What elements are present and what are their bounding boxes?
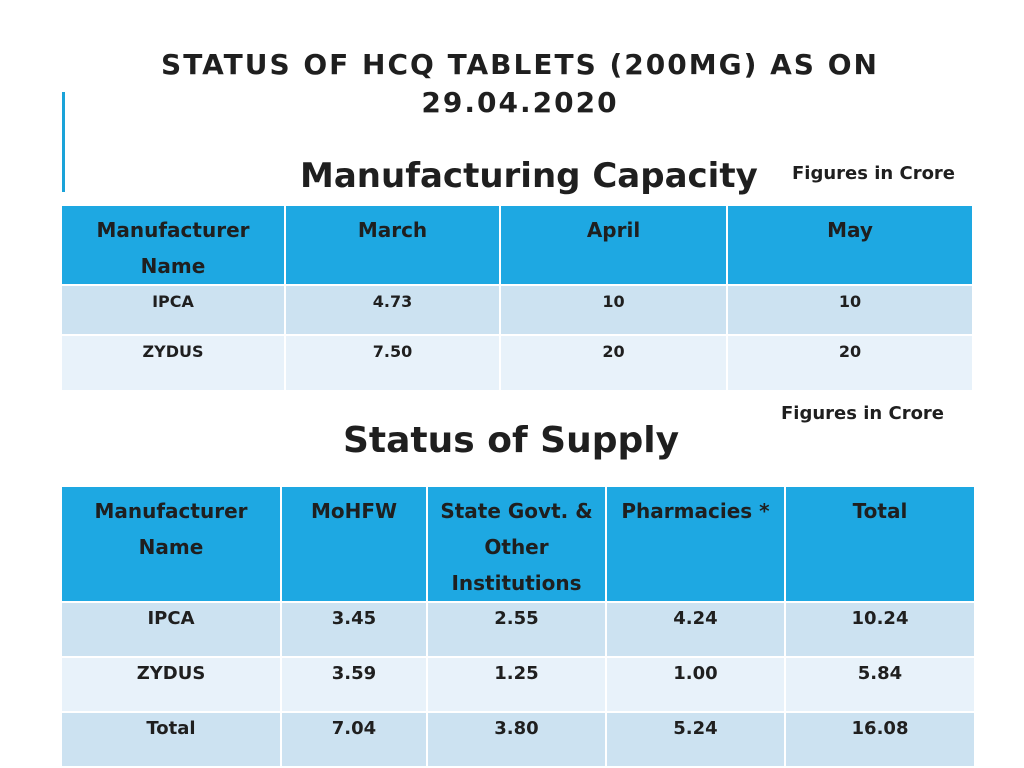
column-header-mohfw: MoHFW bbox=[280, 485, 428, 603]
cell-state-govt: 2.55 bbox=[426, 601, 607, 658]
cell-march: 7.50 bbox=[284, 334, 501, 392]
cell-mohfw: 3.45 bbox=[280, 601, 428, 658]
column-header-pharmacies: Pharmacies * bbox=[605, 485, 786, 603]
column-header-manufacturer-name: Manufacturer Name bbox=[60, 485, 282, 603]
cell-pharmacies: 1.00 bbox=[605, 656, 786, 713]
cell-total: 16.08 bbox=[784, 711, 976, 768]
cell-state-govt: 3.80 bbox=[426, 711, 607, 768]
manufacturing-capacity-unit-note: Figures in Crore bbox=[792, 163, 956, 184]
table-header-row: Manufacturer Name MoHFW State Govt. & Ot… bbox=[60, 485, 976, 603]
table-row: IPCA 4.73 10 10 bbox=[60, 284, 974, 336]
cell-april: 20 bbox=[499, 334, 728, 392]
cell-total: 10.24 bbox=[784, 601, 976, 658]
status-of-supply-table: Manufacturer Name MoHFW State Govt. & Ot… bbox=[60, 485, 976, 768]
title-accent-line bbox=[62, 92, 65, 192]
cell-manufacturer: Total bbox=[60, 711, 282, 768]
column-header-april: April bbox=[499, 204, 728, 286]
column-header-may: May bbox=[726, 204, 974, 286]
manufacturing-capacity-table: Manufacturer Name March April May IPCA 4… bbox=[60, 204, 974, 392]
slide-title: STATUS OF HCQ TABLETS (200MG) AS ON 29.0… bbox=[161, 48, 879, 119]
cell-total: 5.84 bbox=[784, 656, 976, 713]
manufacturing-capacity-heading: Manufacturing Capacity bbox=[300, 156, 758, 196]
table-row-total: Total 7.04 3.80 5.24 16.08 bbox=[60, 711, 976, 768]
cell-may: 20 bbox=[726, 334, 974, 392]
column-header-march: March bbox=[284, 204, 501, 286]
cell-pharmacies: 5.24 bbox=[605, 711, 786, 768]
status-of-supply-heading: Status of Supply bbox=[343, 420, 680, 461]
status-of-supply-unit-note: Figures in Crore bbox=[781, 403, 945, 424]
cell-pharmacies: 4.24 bbox=[605, 601, 786, 658]
cell-march: 4.73 bbox=[284, 284, 501, 336]
cell-manufacturer: ZYDUS bbox=[60, 334, 286, 392]
cell-april: 10 bbox=[499, 284, 728, 336]
table-row: ZYDUS 7.50 20 20 bbox=[60, 334, 974, 392]
cell-may: 10 bbox=[726, 284, 974, 336]
table-row: IPCA 3.45 2.55 4.24 10.24 bbox=[60, 601, 976, 658]
table-row: ZYDUS 3.59 1.25 1.00 5.84 bbox=[60, 656, 976, 713]
column-header-manufacturer-name: Manufacturer Name bbox=[60, 204, 286, 286]
column-header-state-govt: State Govt. & Other Institutions bbox=[426, 485, 607, 603]
cell-manufacturer: ZYDUS bbox=[60, 656, 282, 713]
table-header-row: Manufacturer Name March April May bbox=[60, 204, 974, 286]
cell-mohfw: 3.59 bbox=[280, 656, 428, 713]
cell-state-govt: 1.25 bbox=[426, 656, 607, 713]
cell-manufacturer: IPCA bbox=[60, 601, 282, 658]
cell-manufacturer: IPCA bbox=[60, 284, 286, 336]
cell-mohfw: 7.04 bbox=[280, 711, 428, 768]
column-header-total: Total bbox=[784, 485, 976, 603]
